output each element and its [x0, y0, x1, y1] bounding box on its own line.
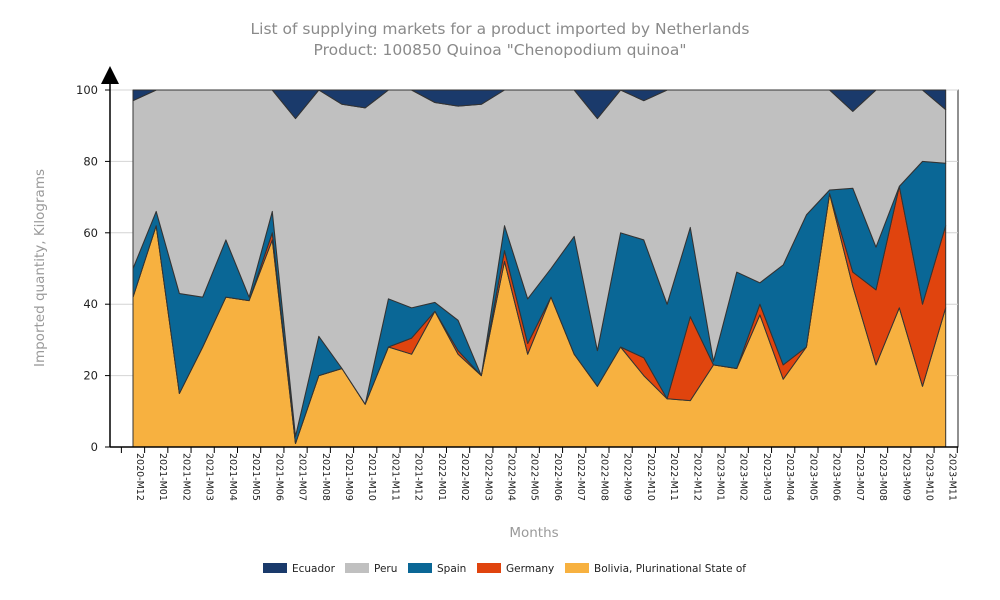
x-tick-label-4: 2021-M04 — [227, 453, 238, 501]
legend-label-0: Ecuador — [292, 563, 336, 575]
x-tick-label-1: 2021-M01 — [157, 453, 168, 501]
legend-label-2: Spain — [437, 563, 466, 575]
x-tick-label-22: 2022-M10 — [645, 453, 656, 501]
x-tick-label-15: 2022-M03 — [482, 453, 493, 501]
x-tick-label-14: 2022-M02 — [459, 453, 470, 501]
x-tick-label-17: 2022-M05 — [529, 453, 540, 501]
x-tick-label-26: 2023-M02 — [738, 453, 749, 501]
x-tick-label-27: 2023-M03 — [761, 453, 772, 501]
x-tick-label-28: 2023-M04 — [784, 453, 795, 501]
axes: 0 20 40 60 80 100 2020-M12 2021-M01 2021-M02 2021… — [76, 66, 958, 501]
x-tick-label-16: 2022-M04 — [506, 453, 517, 501]
legend-swatch-3 — [477, 563, 501, 573]
y-tick-label-5: 100 — [76, 83, 98, 97]
y-axis-arrow-icon — [101, 66, 119, 84]
x-tick-label-29: 2023-M05 — [807, 453, 818, 501]
legend-label-1: Peru — [374, 563, 397, 575]
x-tick-label-20: 2022-M08 — [598, 453, 609, 501]
x-tick-label-5: 2021-M05 — [250, 453, 261, 501]
y-tick-label-4: 80 — [83, 154, 98, 168]
x-tick-label-12: 2021-M12 — [413, 453, 424, 501]
x-tick-label-25: 2023-M01 — [715, 453, 726, 501]
y-axis-title: Imported quantity, Kilograms — [32, 169, 48, 367]
x-tick-label-21: 2022-M09 — [622, 453, 633, 501]
x-tick-label-13: 2022-M01 — [436, 453, 447, 501]
area-series — [132, 89, 947, 448]
x-tick-label-8: 2021-M08 — [320, 453, 331, 501]
chart-subtitle: Product: 100850 Quinoa "Chenopodium quin… — [314, 41, 687, 59]
x-tick-label-0: 2020-M12 — [134, 453, 145, 501]
x-axis-title: Months — [509, 525, 558, 541]
legend-swatch-1 — [345, 563, 369, 573]
x-tick-label-24: 2022-M12 — [691, 453, 702, 501]
y-tick-label-1: 20 — [83, 369, 98, 383]
x-tick-label-30: 2023-M06 — [831, 453, 842, 501]
x-tick-label-10: 2021-M10 — [366, 453, 377, 501]
area-series-4 — [132, 89, 947, 120]
x-tick-label-35: 2023-M11 — [947, 453, 958, 501]
legend-swatch-0 — [263, 563, 287, 573]
x-tick-label-31: 2023-M07 — [854, 453, 865, 501]
legend-label-4: Bolivia, Plurinational State of — [594, 563, 746, 575]
x-tick-label-3: 2021-M03 — [204, 453, 215, 501]
legend-swatch-4 — [565, 563, 589, 573]
y-tick-label-3: 60 — [83, 226, 98, 240]
y-tick-label-2: 40 — [83, 297, 98, 311]
x-tick-label-11: 2021-M11 — [389, 453, 400, 501]
y-tick-label-0: 0 — [91, 440, 98, 454]
x-tick-label-34: 2023-M10 — [923, 453, 934, 501]
chart-title: List of supplying markets for a product … — [251, 20, 750, 38]
x-tick-label-6: 2021-M06 — [273, 453, 284, 501]
x-tick-label-9: 2021-M09 — [343, 453, 354, 501]
x-tick-label-7: 2021-M07 — [297, 453, 308, 501]
legend-label-3: Germany — [506, 563, 554, 575]
x-tick-label-2: 2021-M02 — [180, 453, 191, 501]
legend-swatch-2 — [408, 563, 432, 573]
x-tick-label-23: 2022-M11 — [668, 453, 679, 501]
legend: Ecuador Peru Spain Germany Bolivia, Plurinat… — [263, 563, 746, 575]
x-tick-label-18: 2022-M06 — [552, 453, 563, 501]
x-tick-label-19: 2022-M07 — [575, 453, 586, 501]
x-tick-label-33: 2023-M09 — [900, 453, 911, 501]
x-tick-label-32: 2023-M08 — [877, 453, 888, 501]
